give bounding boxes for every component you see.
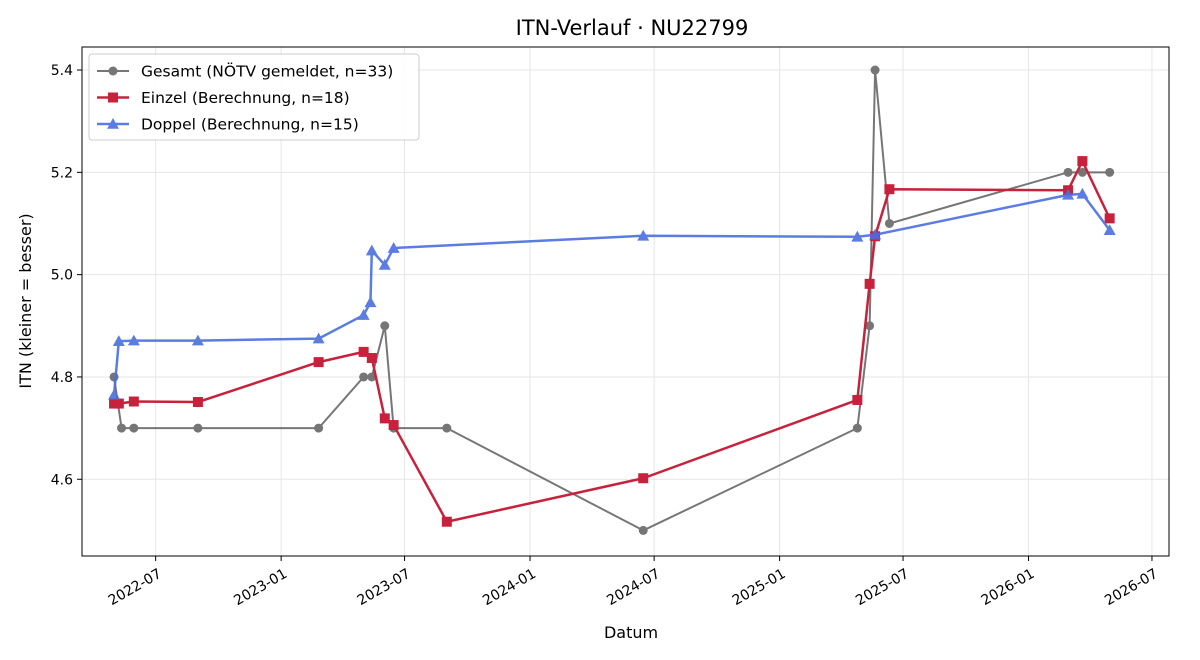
legend-label: Einzel (Berechnung, n=18) [141,89,350,107]
data-point [864,278,875,289]
data-point [1063,167,1073,177]
data-point [884,218,894,228]
y-tick-label: 4.8 [51,370,73,386]
data-point [884,184,895,195]
data-point [109,372,119,382]
legend: Gesamt (NÖTV gemeldet, n=33) Einzel (Bere… [88,53,420,141]
legend-entry [97,92,129,103]
legend-entry [97,118,129,129]
data-point [387,242,400,253]
series-line [112,192,1111,395]
y-tick-label: 5.0 [51,268,73,284]
series-1 [109,65,1115,535]
data-point [113,398,124,409]
data-point [1103,224,1116,235]
data-point [1077,167,1087,177]
data-point [193,423,203,433]
data-point [638,525,648,535]
data-point [1077,156,1088,167]
data-point [359,372,369,382]
data-point [366,353,377,364]
data-point [869,228,882,240]
series-layer [108,65,1116,535]
data-point [358,346,369,357]
series-3 [108,187,1116,400]
data-point [870,65,880,75]
data-point [313,357,324,368]
y-tick-label: 4.6 [51,472,73,488]
legend-label: Doppel (Berechnung, n=15) [141,116,359,134]
data-point [852,394,863,405]
data-point [380,321,390,331]
data-point [192,397,203,408]
data-point [441,516,452,527]
y-tick-label: 5.4 [51,63,73,79]
legend-box [88,53,420,141]
data-point [128,396,139,407]
legend-entry [97,66,129,76]
legend-marker [107,118,119,129]
y-tick-label: 5.2 [51,165,73,181]
y-axis: 4.6 4.8 5.0 5.2 5.4 [51,63,82,488]
series-line [114,159,1111,523]
data-point [367,372,377,382]
plot-area-frame [81,46,1170,557]
legend-label: Gesamt (NÖTV gemeldet, n=33) [141,62,393,81]
data-point [851,230,864,242]
data-point [365,244,378,256]
data-point [314,423,324,433]
data-point [364,296,377,308]
x-axis-label: Datum [604,623,658,642]
data-point [1105,167,1115,177]
legend-marker [108,66,118,76]
data-point [127,334,140,346]
data-point [191,334,204,346]
data-point [865,321,875,331]
data-point [378,258,391,270]
legend-marker [108,92,118,103]
data-point [442,423,452,433]
y-axis-label: ITN (kleiner = besser) [16,213,35,388]
data-point [388,420,399,431]
series-line [113,69,1110,532]
data-point [1104,213,1115,224]
data-point [357,309,370,320]
data-point [637,229,650,241]
data-point [852,423,862,433]
data-point [117,423,127,433]
data-point [312,332,325,344]
data-point [1076,187,1089,199]
data-point [379,413,390,424]
data-point [112,335,125,346]
data-point [129,423,139,433]
data-point [1062,188,1075,200]
data-point [638,473,649,484]
chart-title: ITN-Verlauf · NU22799 [516,16,749,40]
data-point [108,388,121,400]
